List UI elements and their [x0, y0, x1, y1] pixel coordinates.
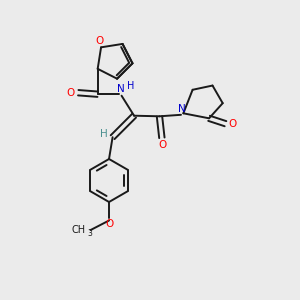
Text: O: O [158, 140, 166, 150]
Text: CH: CH [71, 225, 85, 235]
Text: N: N [117, 84, 124, 94]
Text: O: O [95, 36, 104, 46]
Text: N: N [178, 104, 186, 114]
Text: H: H [100, 129, 108, 139]
Text: H: H [127, 81, 134, 91]
Text: O: O [229, 119, 237, 129]
Text: 3: 3 [87, 229, 92, 238]
Text: O: O [105, 219, 113, 229]
Text: O: O [67, 88, 75, 98]
